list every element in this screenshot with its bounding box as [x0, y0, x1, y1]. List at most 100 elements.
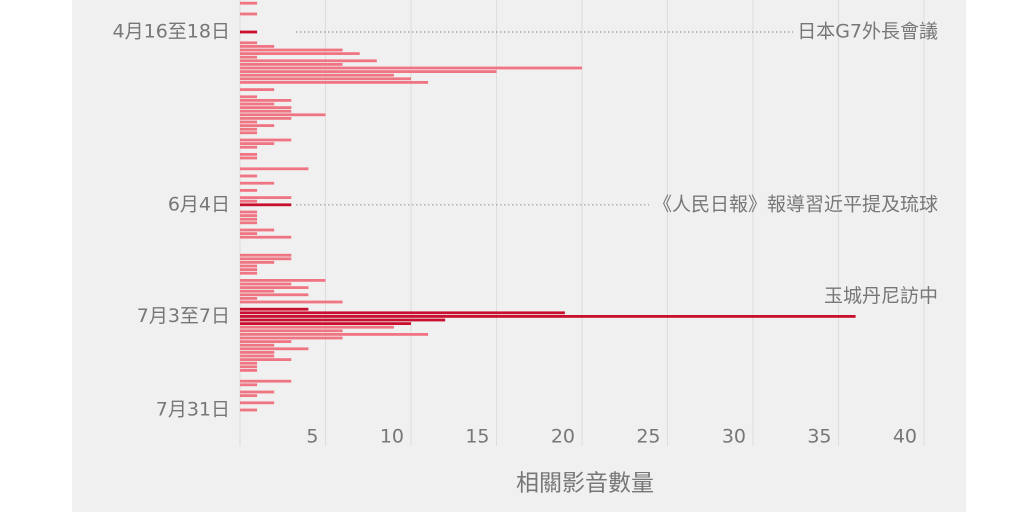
bar — [240, 189, 258, 192]
bar — [240, 156, 258, 160]
bar — [240, 289, 275, 293]
bar — [240, 181, 275, 185]
bar — [240, 102, 275, 106]
bar — [240, 95, 258, 99]
bar — [240, 361, 258, 365]
bar — [240, 358, 292, 361]
bar — [240, 131, 258, 135]
bar — [240, 333, 429, 336]
bar — [240, 347, 309, 351]
bar — [240, 214, 258, 217]
bar — [240, 257, 292, 261]
bar — [240, 336, 343, 340]
bar — [240, 55, 258, 59]
bar — [240, 138, 292, 142]
bar — [240, 153, 258, 156]
bar — [240, 232, 258, 235]
bar — [240, 109, 292, 113]
bar — [240, 318, 446, 322]
bar — [240, 45, 275, 48]
bar — [240, 30, 258, 34]
bar — [240, 81, 429, 84]
bar — [240, 264, 258, 268]
bar — [240, 322, 411, 325]
bar — [240, 300, 343, 304]
bar — [240, 228, 275, 232]
bar — [240, 394, 258, 397]
bar — [240, 390, 275, 394]
bar — [240, 408, 258, 412]
bar — [240, 59, 377, 63]
bar — [240, 77, 411, 81]
bar — [240, 41, 258, 45]
bar — [240, 340, 292, 343]
bar — [240, 271, 258, 275]
bar — [240, 307, 309, 311]
bar — [240, 145, 258, 149]
bar — [240, 383, 258, 387]
x-axis-label: 相關影音數量 — [516, 471, 654, 497]
bar — [240, 142, 275, 145]
bar — [240, 63, 343, 66]
bar — [240, 279, 326, 282]
bar — [240, 315, 856, 318]
bar — [240, 343, 275, 347]
bar — [240, 365, 258, 369]
bar — [240, 117, 292, 120]
bar — [240, 217, 258, 221]
bar — [240, 1, 258, 5]
bar — [240, 253, 292, 257]
bar — [240, 329, 343, 333]
bar — [240, 199, 258, 203]
annotation: 玉城丹尼訪中 — [824, 285, 938, 307]
bar — [240, 210, 258, 214]
x-tick-label: 25 — [636, 426, 660, 448]
bar — [240, 221, 258, 225]
bar — [240, 235, 292, 239]
x-tick-label: 5 — [306, 426, 318, 448]
y-tick-label: 7月31日 — [156, 399, 230, 421]
bar — [240, 127, 258, 131]
bar — [240, 325, 394, 329]
y-tick-label: 4月16至18日 — [113, 21, 230, 43]
bar — [240, 282, 292, 286]
annotation: 日本G7外長會議 — [797, 21, 938, 43]
bar — [240, 52, 360, 55]
bar — [240, 48, 343, 52]
annotation: 《人民日報》報導習近平提及琉球 — [653, 193, 938, 215]
bar — [240, 196, 292, 199]
bar — [240, 311, 565, 315]
bar — [240, 120, 258, 124]
bar — [240, 369, 258, 372]
bar — [240, 261, 275, 264]
bar — [240, 354, 275, 358]
bar — [240, 12, 258, 16]
x-tick-label: 15 — [465, 426, 489, 448]
x-tick-label: 30 — [722, 426, 746, 448]
panel — [72, 0, 966, 512]
bar — [240, 174, 258, 178]
x-tick-label: 20 — [551, 426, 575, 448]
bar — [240, 70, 497, 73]
bar — [240, 167, 309, 171]
bar — [240, 297, 258, 300]
bar — [240, 286, 309, 289]
bar — [240, 268, 258, 271]
bar — [240, 124, 275, 127]
bar — [240, 113, 326, 117]
bar — [240, 351, 275, 354]
bar — [240, 293, 309, 297]
x-tick-label: 40 — [893, 426, 917, 448]
bar — [240, 99, 292, 102]
y-tick-label: 7月3至7日 — [137, 305, 230, 327]
bar — [240, 401, 275, 405]
x-tick-label: 10 — [380, 426, 404, 448]
bar — [240, 379, 292, 383]
x-tick-label: 35 — [807, 426, 831, 448]
bar — [240, 66, 582, 70]
bar — [240, 88, 275, 91]
bar — [240, 203, 292, 207]
bar — [240, 73, 394, 77]
y-tick-label: 6月4日 — [168, 193, 230, 215]
